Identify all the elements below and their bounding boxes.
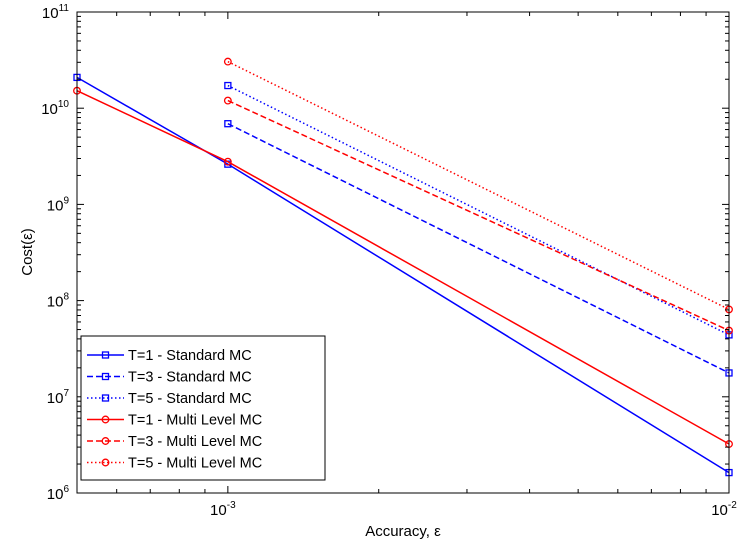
data-point bbox=[223, 96, 232, 105]
y-tick-label: 106 bbox=[47, 484, 70, 503]
series-line bbox=[76, 90, 730, 445]
legend-label: T=1 - Standard MC bbox=[128, 348, 252, 364]
series-line bbox=[227, 123, 730, 374]
legend: T=1 - Standard MC T=3 - Standard MC T=5 - … bbox=[80, 335, 326, 481]
x-axis-label: Accuracy, ε bbox=[365, 523, 441, 540]
legend-label: T=3 - Standard MC bbox=[128, 370, 252, 386]
x-tick-labels: 10-3 10-2 bbox=[210, 500, 737, 519]
y-tick-label: 1010 bbox=[41, 99, 69, 118]
legend-item: T=5 - Multi Level MC bbox=[87, 456, 262, 472]
legend-label: T=5 - Multi Level MC bbox=[128, 456, 262, 472]
legend-swatch-marker bbox=[101, 372, 110, 381]
legend-item: T=1 - Standard MC bbox=[87, 348, 252, 364]
y-tick-label: 1011 bbox=[42, 3, 70, 22]
legend-box bbox=[80, 335, 326, 481]
x-tick-label: 10-2 bbox=[711, 500, 737, 519]
legend-swatch-marker bbox=[101, 351, 110, 359]
series-line bbox=[227, 84, 730, 336]
plot-frame bbox=[76, 11, 730, 494]
legend-item: T=5 - Standard MC bbox=[87, 391, 252, 407]
legend-swatch-marker bbox=[101, 437, 110, 445]
x-tick-label: 10-3 bbox=[210, 500, 236, 519]
legend-item: T=3 - Multi Level MC bbox=[87, 434, 262, 450]
data-point bbox=[223, 57, 232, 66]
legend-swatch-marker bbox=[101, 415, 110, 424]
y-tick-label: 109 bbox=[47, 195, 70, 214]
y-tick-labels: 106 107 108 109 1010 1011 bbox=[41, 3, 69, 503]
tick-layer bbox=[76, 12, 729, 494]
legend-label: T=1 - Multi Level MC bbox=[128, 413, 262, 429]
series-line bbox=[76, 76, 730, 474]
series-line bbox=[227, 60, 730, 311]
legend-item: T=3 - Standard MC bbox=[87, 370, 252, 386]
legend-label: T=3 - Multi Level MC bbox=[128, 434, 262, 450]
data-point bbox=[223, 157, 232, 166]
series-line bbox=[227, 99, 730, 332]
legend-swatch-marker bbox=[101, 458, 110, 467]
legend-swatch-marker bbox=[101, 394, 110, 402]
legend-items: T=1 - Standard MC T=3 - Standard MC T=5 - … bbox=[87, 348, 262, 472]
legend-item: T=1 - Multi Level MC bbox=[87, 413, 262, 429]
y-axis-label: Cost(ε) bbox=[19, 228, 36, 276]
y-tick-label: 107 bbox=[47, 388, 70, 407]
legend-label: T=5 - Standard MC bbox=[128, 391, 252, 407]
data-point bbox=[224, 120, 232, 128]
y-tick-label: 108 bbox=[47, 292, 70, 311]
data-point bbox=[224, 81, 232, 90]
